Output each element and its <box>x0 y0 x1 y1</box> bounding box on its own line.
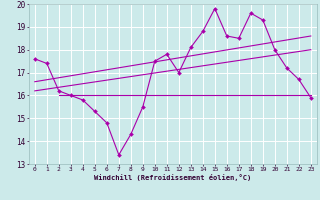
X-axis label: Windchill (Refroidissement éolien,°C): Windchill (Refroidissement éolien,°C) <box>94 174 252 181</box>
